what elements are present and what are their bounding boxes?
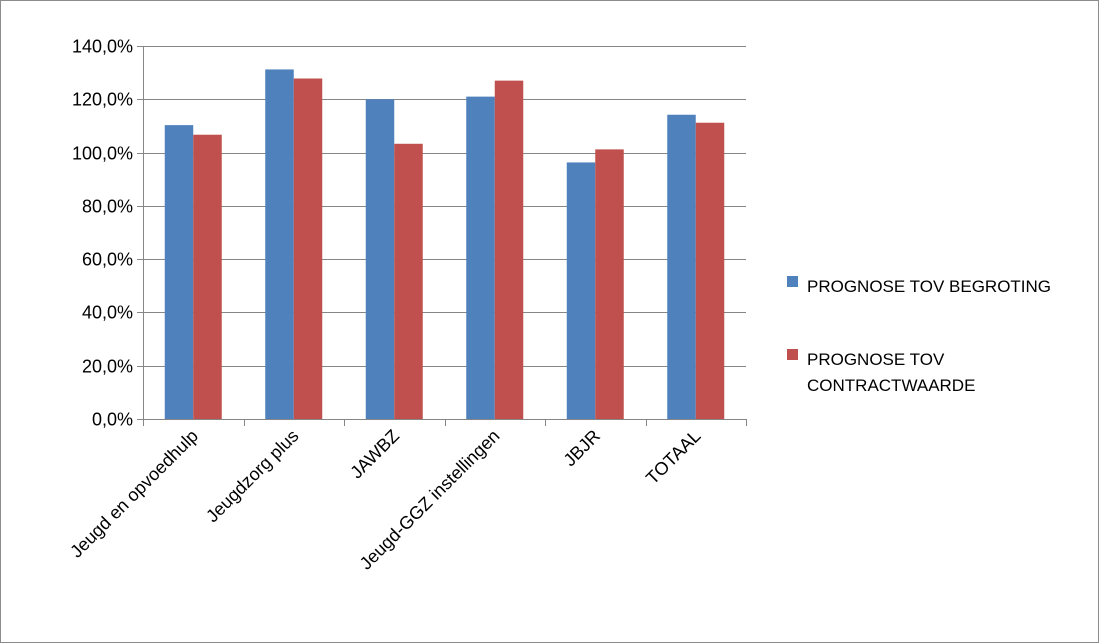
x-category-label: Jeugd en opvoedhulp xyxy=(66,426,202,562)
bar xyxy=(265,69,294,420)
y-tick-label: 80,0% xyxy=(82,197,133,217)
bar xyxy=(466,96,495,419)
gridlines xyxy=(137,46,746,420)
y-tick-label: 140,0% xyxy=(72,37,133,57)
bars xyxy=(164,69,725,420)
x-category-label: TOTAAL xyxy=(642,426,704,488)
y-tick-labels: 0,0% 20,0% 40,0% 60,0% 80,0% 100,0% 120,0% 140,… xyxy=(72,37,133,430)
x-category-label: JBJR xyxy=(560,426,605,471)
legend-item: PROGNOSE TOV CONTRACTWAARDE xyxy=(787,349,975,395)
legend-swatch xyxy=(787,276,798,287)
legend-label: PROGNOSE TOV BEGROTING xyxy=(807,277,1051,296)
y-tick-label: 60,0% xyxy=(82,250,133,270)
bar xyxy=(667,114,696,419)
bar xyxy=(595,149,624,420)
legend-item: PROGNOSE TOV BEGROTING xyxy=(787,276,1051,296)
x-category-label: Jeugdzorg plus xyxy=(202,426,302,526)
bar xyxy=(164,125,194,420)
y-tick-label: 0,0% xyxy=(92,410,133,430)
bar xyxy=(695,122,725,419)
legend: PROGNOSE TOV BEGROTING PROGNOSE TOV CONTRA… xyxy=(787,276,1051,395)
bar xyxy=(365,99,395,420)
bar xyxy=(494,80,524,419)
bar xyxy=(394,143,423,419)
bar xyxy=(193,134,222,420)
y-tick-label: 40,0% xyxy=(82,303,133,323)
x-category-label: JAWBZ xyxy=(346,426,403,483)
bar xyxy=(293,78,323,420)
bar xyxy=(566,162,596,419)
y-tick-label: 20,0% xyxy=(82,357,133,377)
x-tick-labels: Jeugd en opvoedhulp Jeugdzorg plus JAWBZJe… xyxy=(66,426,704,574)
y-tick-label: 100,0% xyxy=(72,144,133,164)
y-tick-label: 120,0% xyxy=(72,90,133,110)
legend-label: PROGNOSE TOV xyxy=(807,350,945,369)
legend-label: CONTRACTWAARDE xyxy=(807,376,975,395)
axes xyxy=(143,46,747,426)
legend-swatch xyxy=(787,349,798,360)
